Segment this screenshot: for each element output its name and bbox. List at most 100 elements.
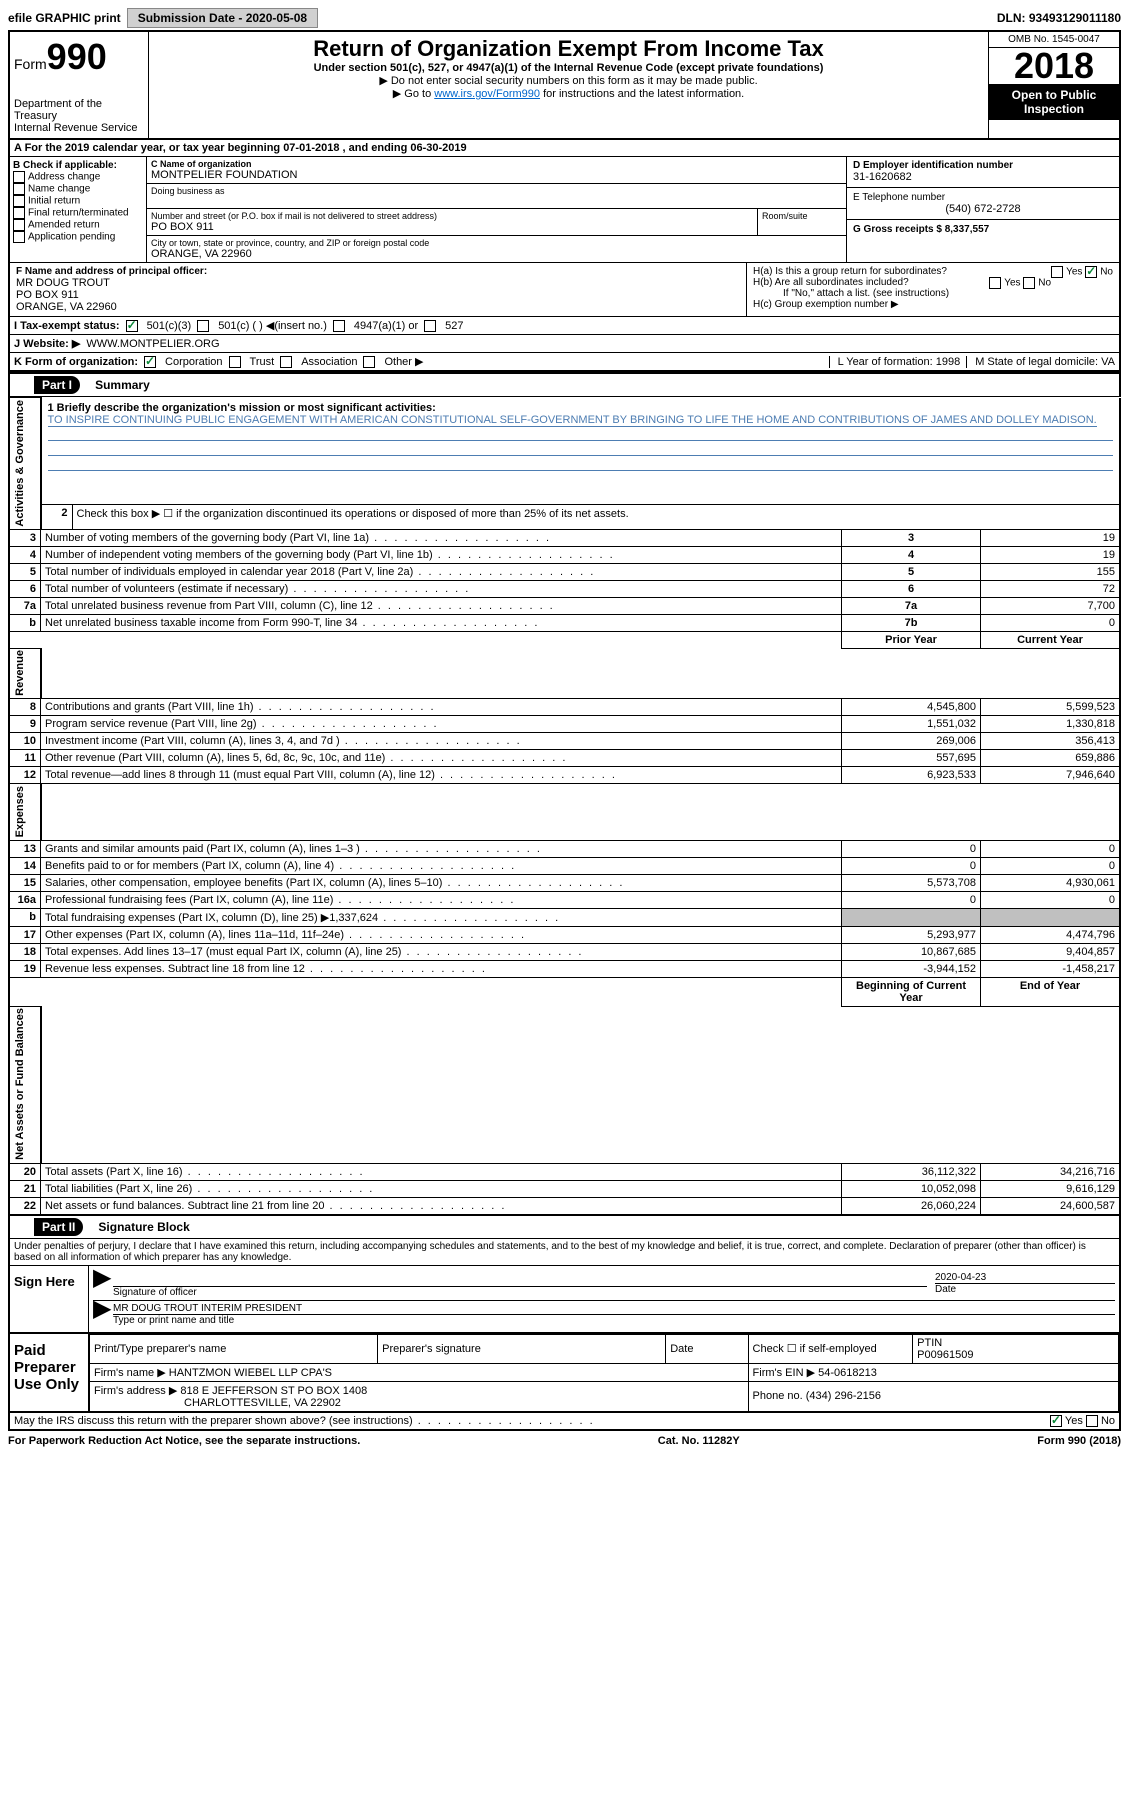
form-title: Return of Organization Exempt From Incom… (157, 36, 980, 62)
year-formation: L Year of formation: 1998 (829, 356, 961, 368)
trust-checkbox[interactable] (229, 356, 241, 368)
sign-here-label: Sign Here (10, 1266, 89, 1332)
table-row: 7aTotal unrelated business revenue from … (9, 597, 1120, 614)
header-middle: Return of Organization Exempt From Incom… (149, 32, 988, 138)
h-b: H(b) Are all subordinates included? Yes … (753, 277, 1113, 288)
colb-item: Amended return (13, 219, 143, 231)
vlabel-expenses: Expenses (9, 784, 41, 840)
table-row: 20Total assets (Part X, line 16)36,112,3… (9, 1163, 1120, 1180)
form990-link[interactable]: www.irs.gov/Form990 (434, 88, 540, 100)
irs-yes-checkbox[interactable] (1050, 1415, 1062, 1427)
phone: (540) 672-2728 (853, 203, 1113, 215)
table-row: 10Investment income (Part VIII, column (… (9, 733, 1120, 750)
firm-name: HANTZMON WIEBEL LLP CPA'S (169, 1367, 332, 1379)
501c3-checkbox[interactable] (126, 320, 138, 332)
website-url: WWW.MONTPELIER.ORG (86, 338, 219, 350)
officer-label: F Name and address of principal officer: (16, 266, 740, 277)
part2-badge: Part II (34, 1218, 83, 1236)
part2-title: Signature Block (98, 1220, 189, 1234)
efile-label: efile GRAPHIC print (8, 11, 121, 25)
hb-no-checkbox[interactable] (1023, 277, 1035, 289)
colb-checkbox[interactable] (13, 195, 25, 207)
q2: Check this box ▶ ☐ if the organization d… (72, 504, 1120, 529)
colb-checkbox[interactable] (13, 207, 25, 219)
addr-row: Number and street (or P.O. box if mail i… (147, 209, 846, 236)
part1-title: Summary (95, 378, 150, 392)
sign-here-block: Sign Here ▶ Signature of officer 2020-04… (8, 1266, 1121, 1334)
firm-addr: 818 E JEFFERSON ST PO BOX 1408 (180, 1385, 367, 1397)
table-row: 18Total expenses. Add lines 13–17 (must … (9, 943, 1120, 960)
arrow-icon: ▶ (93, 1303, 113, 1326)
ein: 31-1620682 (853, 171, 1113, 183)
table-row: bNet unrelated business taxable income f… (9, 614, 1120, 631)
ptin: P00961509 (917, 1349, 973, 1361)
officer-addr1: PO BOX 911 (16, 289, 740, 301)
part2-header: Part II Signature Block (8, 1216, 1121, 1239)
penalties-text: Under penalties of perjury, I declare th… (8, 1239, 1121, 1266)
table-row: 3Number of voting members of the governi… (9, 529, 1120, 546)
column-de: D Employer identification number 31-1620… (846, 157, 1119, 262)
row-i: I Tax-exempt status: 501(c)(3) 501(c) ( … (8, 317, 1121, 335)
4947-checkbox[interactable] (333, 320, 345, 332)
header-left: Form990 Department of the Treasury Inter… (10, 32, 149, 138)
corp-checkbox[interactable] (144, 356, 156, 368)
527-checkbox[interactable] (424, 320, 436, 332)
cat-no: Cat. No. 11282Y (658, 1435, 740, 1447)
ha-yes-checkbox[interactable] (1051, 266, 1063, 278)
paid-prep-label: Paid Preparer Use Only (10, 1334, 89, 1411)
arrow-icon: ▶ (93, 1272, 113, 1298)
vlabel-net: Net Assets or Fund Balances (9, 1006, 41, 1163)
colb-item: Application pending (13, 231, 143, 243)
part1-badge: Part I (34, 376, 80, 394)
may-irs-row: May the IRS discuss this return with the… (8, 1413, 1121, 1431)
table-row: 8Contributions and grants (Part VIII, li… (9, 699, 1120, 716)
table-row: 6Total number of volunteers (estimate if… (9, 580, 1120, 597)
officer-addr2: ORANGE, VA 22960 (16, 301, 740, 313)
h-b-note: If "No," attach a list. (see instruction… (753, 288, 1113, 299)
table-row: bTotal fundraising expenses (Part IX, co… (9, 908, 1120, 926)
colb-checkbox[interactable] (13, 231, 25, 243)
table-row: 13Grants and similar amounts paid (Part … (9, 840, 1120, 857)
sig-date: 2020-04-23 (935, 1272, 1115, 1283)
street-address: PO BOX 911 (151, 221, 753, 233)
table-row: 22Net assets or fund balances. Subtract … (9, 1197, 1120, 1215)
colb-checkbox[interactable] (13, 171, 25, 183)
h-a: H(a) Is this a group return for subordin… (753, 266, 1113, 277)
org-name-cell: C Name of organization MONTPELIER FOUNDA… (147, 157, 846, 184)
row-j: J Website: ▶ WWW.MONTPELIER.ORG (8, 335, 1121, 353)
colb-checkbox[interactable] (13, 183, 25, 195)
table-row: 14Benefits paid to or for members (Part … (9, 857, 1120, 874)
org-name: MONTPELIER FOUNDATION (151, 169, 842, 181)
table-row: 21Total liabilities (Part X, line 26)10,… (9, 1180, 1120, 1197)
officer-printed: MR DOUG TROUT INTERIM PRESIDENT (113, 1303, 1115, 1314)
form-number: Form990 (14, 36, 144, 78)
dept-label: Department of the Treasury Internal Reve… (14, 98, 144, 134)
assoc-checkbox[interactable] (280, 356, 292, 368)
firm-city: CHARLOTTESVILLE, VA 22902 (94, 1397, 341, 1409)
table-row: 16aProfessional fundraising fees (Part I… (9, 891, 1120, 908)
col-b-label: B Check if applicable: (13, 160, 143, 171)
other-checkbox[interactable] (363, 356, 375, 368)
table-row: 4Number of independent voting members of… (9, 546, 1120, 563)
colb-item: Name change (13, 183, 143, 195)
table-row: 15Salaries, other compensation, employee… (9, 874, 1120, 891)
officer-name: MR DOUG TROUT (16, 277, 740, 289)
hb-yes-checkbox[interactable] (989, 277, 1001, 289)
submission-date-btn[interactable]: Submission Date - 2020-05-08 (127, 8, 318, 28)
form-header: Form990 Department of the Treasury Inter… (8, 30, 1121, 140)
form-subtitle-1: Under section 501(c), 527, or 4947(a)(1)… (157, 62, 980, 74)
firm-ein: 54-0618213 (818, 1367, 877, 1379)
row-f-h: F Name and address of principal officer:… (8, 263, 1121, 317)
colb-item: Address change (13, 171, 143, 183)
mission-text: TO INSPIRE CONTINUING PUBLIC ENGAGEMENT … (48, 414, 1097, 427)
colb-checkbox[interactable] (13, 219, 25, 231)
phone-label: E Telephone number (853, 192, 1113, 203)
ha-no-checkbox[interactable] (1085, 266, 1097, 278)
column-b: B Check if applicable: Address changeNam… (10, 157, 147, 262)
form-subtitle-3: ▶ Go to www.irs.gov/Form990 for instruct… (157, 87, 980, 100)
table-row: 11Other revenue (Part VIII, column (A), … (9, 750, 1120, 767)
city-state-zip: ORANGE, VA 22960 (151, 248, 842, 260)
top-bar: efile GRAPHIC print Submission Date - 20… (8, 8, 1121, 28)
501c-checkbox[interactable] (197, 320, 209, 332)
irs-no-checkbox[interactable] (1086, 1415, 1098, 1427)
